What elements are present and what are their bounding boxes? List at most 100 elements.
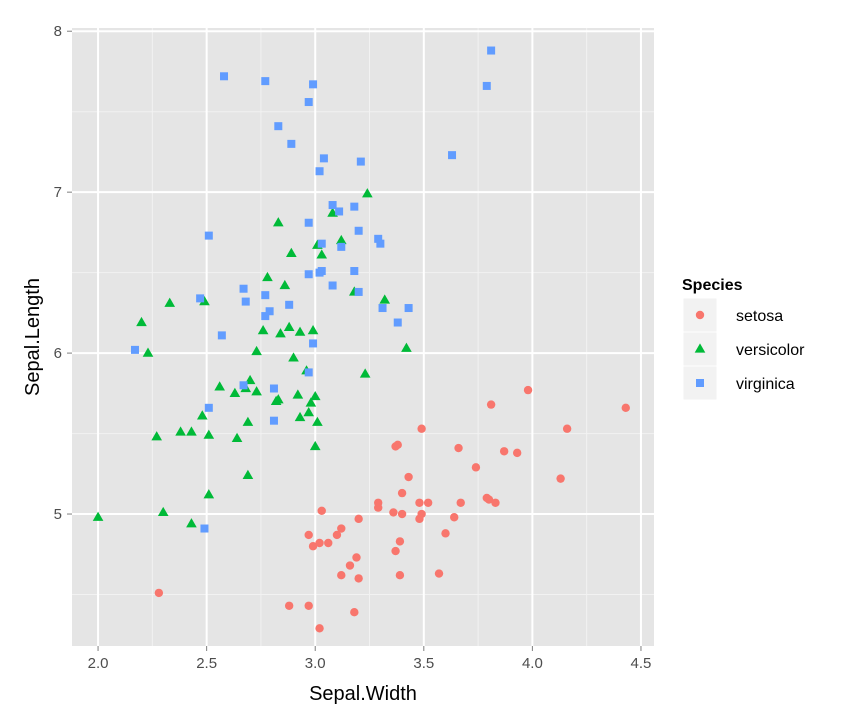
data-point-virginica [335, 207, 344, 216]
y-tick-label: 7 [54, 184, 62, 201]
data-point-versicolor [279, 279, 291, 290]
data-point-virginica [374, 234, 383, 243]
data-point-versicolor [309, 390, 321, 401]
data-point-virginica [376, 239, 385, 248]
data-point-virginica [261, 77, 270, 86]
data-point-setosa [417, 424, 426, 433]
data-point-versicolor [294, 326, 306, 336]
data-point-setosa [486, 400, 496, 409]
y-tick-label: 5 [54, 506, 62, 523]
x-axis: 2.0 2.5 3.0 3.5 4.0 4.5 [88, 646, 651, 672]
data-point-setosa [324, 538, 333, 548]
data-point-setosa [454, 443, 463, 453]
data-point-versicolor [251, 345, 262, 356]
data-point-versicolor [307, 324, 319, 335]
data-point-versicolor [272, 217, 284, 227]
data-point-versicolor [242, 469, 254, 480]
data-point-virginica [378, 304, 387, 313]
y-tick-label: 6 [54, 345, 62, 362]
data-point-versicolor [157, 506, 169, 517]
data-point-virginica [269, 416, 278, 425]
y-axis-title: Sepal.Length [22, 278, 44, 396]
data-point-setosa [317, 506, 326, 516]
data-point-virginica [287, 139, 296, 148]
data-point-setosa [395, 570, 405, 580]
data-point-versicolor [142, 347, 154, 357]
data-point-versicolor [275, 328, 286, 338]
data-point-setosa [304, 601, 313, 610]
data-point-setosa [450, 513, 459, 522]
data-point-setosa [337, 524, 346, 533]
data-point-versicolor [186, 518, 197, 528]
data-point-virginica [337, 242, 346, 251]
data-point-versicolor [283, 321, 295, 331]
data-point-virginica [217, 331, 226, 340]
data-point-virginica [304, 368, 313, 377]
data-point-virginica [393, 318, 402, 327]
data-point-setosa [354, 574, 363, 583]
data-point-virginica [196, 294, 205, 303]
data-point-setosa [423, 498, 433, 507]
legend-marker-versicolor [694, 343, 706, 353]
data-point-setosa [499, 447, 509, 456]
data-point-setosa [308, 542, 318, 551]
data-point-virginica [317, 267, 326, 276]
data-point-setosa [374, 503, 383, 512]
data-point-virginica [304, 98, 313, 107]
data-point-virginica [309, 339, 318, 348]
data-point-virginica [317, 239, 326, 248]
data-point-versicolor [151, 431, 163, 441]
data-point-virginica [241, 297, 250, 306]
data-point-versicolor [203, 489, 215, 499]
data-point-virginica [328, 281, 337, 290]
data-point-setosa [441, 529, 450, 538]
data-point-setosa [471, 463, 481, 472]
data-point-virginica [354, 226, 363, 235]
data-point-versicolor [316, 249, 328, 259]
legend-item-versicolor: versicolor [682, 331, 805, 367]
data-point-versicolor [303, 407, 315, 417]
data-point-setosa [621, 403, 630, 413]
data-point-virginica [285, 300, 294, 309]
data-point-versicolor [312, 416, 323, 426]
data-point-setosa [523, 385, 533, 395]
data-point-versicolor [379, 294, 391, 304]
data-point-setosa [397, 488, 407, 498]
data-point-setosa [315, 538, 324, 548]
legend-item-virginica: virginica [682, 365, 795, 401]
data-point-setosa [456, 498, 465, 507]
x-tick-label: 2.0 [88, 655, 109, 672]
data-point-setosa [391, 546, 400, 556]
legend-item-setosa: setosa [682, 297, 783, 333]
data-point-virginica [354, 287, 363, 296]
data-point-versicolor [136, 316, 147, 327]
y-tick-label: 8 [54, 23, 62, 40]
data-point-setosa [284, 601, 294, 610]
data-point-versicolor [164, 297, 176, 307]
data-point-virginica [269, 384, 278, 393]
data-point-setosa [415, 498, 424, 507]
data-point-versicolor [196, 410, 208, 420]
major-gridlines [72, 28, 654, 646]
data-point-virginica [315, 167, 324, 176]
x-tick-label: 3.5 [413, 655, 434, 672]
data-point-virginica [304, 218, 313, 227]
data-point-virginica [239, 284, 248, 293]
legend-title: Species [682, 277, 743, 294]
data-point-virginica [404, 304, 413, 313]
data-point-setosa [350, 608, 359, 617]
data-point-setosa [337, 570, 346, 580]
data-point-versicolor [362, 188, 373, 198]
legend-label: setosa [736, 308, 783, 325]
plot-panel [72, 28, 654, 646]
data-point-virginica [356, 157, 365, 166]
legend-label: versicolor [736, 342, 805, 359]
data-point-setosa [397, 509, 407, 519]
data-point-setosa [417, 509, 426, 519]
data-point-versicolor [270, 395, 282, 406]
data-point-versicolor [257, 324, 269, 335]
x-tick-label: 4.0 [522, 655, 543, 672]
data-point-virginica [274, 122, 283, 131]
x-tick-label: 2.5 [196, 655, 217, 672]
